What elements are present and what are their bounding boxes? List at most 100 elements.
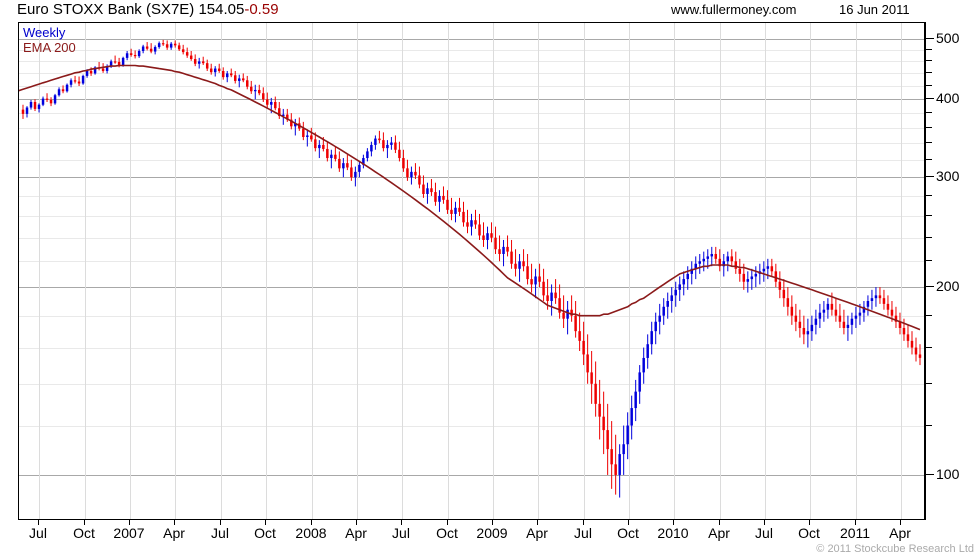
gridline-minor	[19, 348, 924, 349]
gridline-vertical	[175, 23, 176, 519]
candle-body	[718, 258, 722, 267]
candle-body	[902, 327, 906, 335]
gridline-vertical	[448, 23, 449, 519]
x-tick	[583, 520, 584, 525]
candle-body	[762, 268, 766, 272]
candle-body	[662, 306, 665, 316]
candle-body	[538, 276, 541, 282]
candle-body	[61, 89, 65, 92]
gridline-major	[19, 287, 924, 288]
candle-body	[494, 237, 497, 250]
candle-body	[590, 372, 593, 384]
x-tick	[855, 520, 856, 525]
candle-body	[594, 383, 597, 404]
candle-body	[394, 142, 397, 150]
candle-body	[386, 144, 389, 149]
candle-body	[430, 188, 433, 193]
candle-body	[85, 70, 89, 76]
candle-body	[221, 70, 225, 78]
x-axis-label: 2007	[113, 525, 145, 541]
candle-body	[898, 321, 902, 328]
candle-body	[518, 261, 521, 269]
candle-body	[562, 312, 565, 319]
website-label: www.fullermoney.com	[671, 2, 797, 17]
candle-body	[642, 357, 645, 373]
candle-body	[834, 309, 838, 316]
candle-body	[710, 253, 714, 257]
candle-body	[910, 340, 914, 348]
gridline-vertical	[538, 23, 539, 519]
x-axis-label: Apr	[526, 525, 548, 541]
candle-body	[650, 331, 653, 345]
candle-body	[193, 59, 197, 64]
candle-body	[886, 303, 890, 310]
candle-body	[890, 309, 894, 316]
candle-body	[29, 101, 33, 108]
candle-body	[266, 99, 269, 105]
candle-body	[217, 68, 221, 71]
candle-body	[474, 220, 477, 225]
candle-body	[338, 158, 341, 169]
candle-body	[698, 261, 701, 264]
gridline-minor	[19, 316, 924, 317]
candle-body	[818, 312, 822, 319]
y-tick-minor	[925, 195, 932, 196]
chart-header: Euro STOXX Bank (SX7E) 154.05-0.59 www.f…	[0, 0, 980, 22]
candle-body	[794, 315, 798, 322]
candle-body	[165, 44, 169, 48]
candle-body	[526, 266, 529, 280]
candle-body	[205, 63, 209, 69]
candle-body	[73, 80, 77, 82]
chart-legend: Weekly EMA 200	[23, 25, 76, 55]
candle-body	[246, 80, 249, 87]
candle-body	[238, 78, 241, 81]
candle-body	[358, 164, 361, 172]
candle-body	[470, 220, 473, 227]
instrument-and-price: Euro STOXX Bank (SX7E) 154.05	[17, 1, 245, 18]
y-tick-minor	[925, 237, 932, 238]
candle-body	[638, 372, 641, 392]
candle-body	[438, 195, 441, 202]
candle-body	[478, 224, 481, 236]
candle-body	[798, 321, 802, 328]
candle-body	[550, 292, 553, 302]
candle-body	[750, 276, 754, 280]
candle-body	[330, 154, 333, 159]
candle-body	[906, 334, 910, 341]
candle-body	[582, 340, 585, 355]
candlestick-series	[21, 39, 922, 498]
candle-body	[586, 354, 589, 373]
gridline-vertical	[584, 23, 585, 519]
candle-body	[382, 140, 385, 149]
candle-body	[490, 233, 493, 238]
x-axis-label: Apr	[345, 525, 367, 541]
y-tick-minor	[925, 85, 932, 86]
gridline-vertical	[221, 23, 222, 519]
gridline-major	[19, 177, 924, 178]
candle-body	[105, 66, 109, 71]
x-tick	[764, 520, 765, 525]
gridline-minor	[19, 73, 924, 74]
y-tick-minor	[925, 315, 932, 316]
x-axis-label: Apr	[708, 525, 730, 541]
candle-body	[466, 222, 469, 227]
x-axis-label: 2008	[295, 525, 327, 541]
candle-body	[370, 144, 373, 152]
candle-body	[233, 75, 237, 81]
x-axis-label: Jul	[574, 525, 592, 541]
x-tick	[537, 520, 538, 525]
candle-body	[822, 309, 826, 313]
y-tick-minor	[925, 49, 932, 50]
price-change: -0.59	[244, 1, 279, 18]
candle-body	[390, 142, 393, 145]
candle-body	[462, 211, 465, 223]
x-axis-label: Oct	[254, 525, 276, 541]
y-tick-minor	[925, 260, 932, 261]
candle-body	[870, 298, 874, 302]
candle-body	[670, 295, 673, 302]
candle-body	[258, 89, 261, 94]
candle-body	[229, 73, 233, 76]
candle-body	[362, 158, 365, 165]
candle-body	[802, 327, 806, 335]
gridline-major	[19, 39, 924, 40]
